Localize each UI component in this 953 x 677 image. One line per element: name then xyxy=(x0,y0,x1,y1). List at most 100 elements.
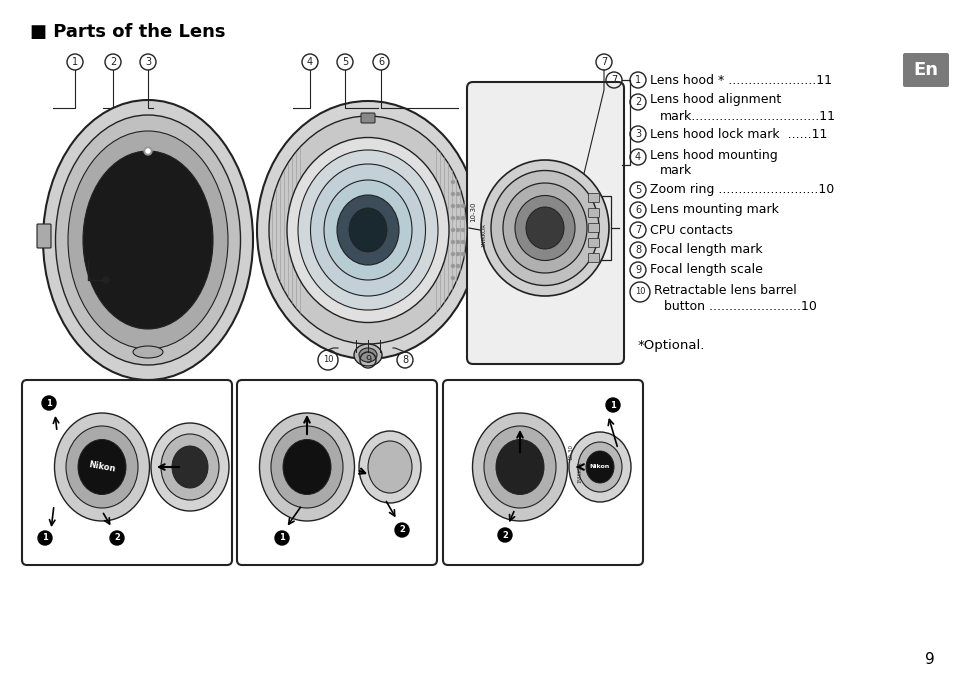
Ellipse shape xyxy=(525,207,563,249)
Circle shape xyxy=(456,192,459,196)
Ellipse shape xyxy=(256,101,478,359)
Text: 4: 4 xyxy=(635,152,640,162)
Text: 1: 1 xyxy=(279,533,285,542)
Ellipse shape xyxy=(55,115,240,365)
Text: 1: 1 xyxy=(71,57,78,67)
Text: Lens mounting mark: Lens mounting mark xyxy=(649,204,778,217)
Text: Focal length scale: Focal length scale xyxy=(649,263,762,276)
Circle shape xyxy=(146,149,150,153)
Text: mark................................11: mark................................11 xyxy=(659,110,835,123)
Text: 2: 2 xyxy=(398,525,404,535)
Ellipse shape xyxy=(502,183,586,273)
Text: CPU contacts: CPU contacts xyxy=(649,223,732,236)
Text: 10-30: 10-30 xyxy=(470,202,476,222)
Text: En: En xyxy=(913,61,938,79)
Text: 6: 6 xyxy=(377,57,384,67)
Ellipse shape xyxy=(271,426,343,508)
Text: Lens hood * ......................11: Lens hood * ......................11 xyxy=(649,74,831,87)
Text: 7: 7 xyxy=(600,57,606,67)
Circle shape xyxy=(456,253,459,255)
Ellipse shape xyxy=(297,150,437,310)
Text: 3: 3 xyxy=(635,129,640,139)
Text: 2: 2 xyxy=(114,533,120,542)
Ellipse shape xyxy=(269,116,467,344)
Ellipse shape xyxy=(132,346,163,358)
Ellipse shape xyxy=(310,164,425,296)
Ellipse shape xyxy=(66,426,138,508)
Text: 5: 5 xyxy=(634,185,640,195)
Ellipse shape xyxy=(83,151,213,329)
Ellipse shape xyxy=(358,431,420,503)
FancyBboxPatch shape xyxy=(588,194,598,202)
Ellipse shape xyxy=(496,439,543,494)
Ellipse shape xyxy=(151,423,229,511)
Ellipse shape xyxy=(578,442,621,492)
Circle shape xyxy=(497,528,512,542)
Ellipse shape xyxy=(54,413,150,521)
Circle shape xyxy=(451,217,454,219)
Ellipse shape xyxy=(368,441,412,493)
Text: 3: 3 xyxy=(145,57,151,67)
Circle shape xyxy=(451,192,454,196)
Circle shape xyxy=(461,217,464,219)
Circle shape xyxy=(451,276,454,280)
Circle shape xyxy=(451,253,454,255)
Circle shape xyxy=(451,265,454,267)
Circle shape xyxy=(605,398,619,412)
FancyBboxPatch shape xyxy=(236,380,436,565)
Circle shape xyxy=(456,204,459,207)
Ellipse shape xyxy=(349,208,387,252)
Circle shape xyxy=(395,523,409,537)
Ellipse shape xyxy=(287,137,449,322)
Text: 6: 6 xyxy=(635,205,640,215)
Text: 1NIKKOR: 1NIKKOR xyxy=(480,223,485,247)
Ellipse shape xyxy=(358,348,376,362)
Text: Retractable lens barrel: Retractable lens barrel xyxy=(654,284,796,297)
Text: button .......................10: button .......................10 xyxy=(663,299,816,313)
FancyBboxPatch shape xyxy=(588,253,598,263)
Text: 5: 5 xyxy=(341,57,348,67)
Text: Zoom ring .........................10: Zoom ring .........................10 xyxy=(649,183,833,196)
Text: 1: 1 xyxy=(46,399,51,408)
Text: mark: mark xyxy=(659,164,692,177)
Ellipse shape xyxy=(259,413,355,521)
Text: 1: 1 xyxy=(42,533,48,542)
Text: 8: 8 xyxy=(635,245,640,255)
Text: 2: 2 xyxy=(110,57,116,67)
Ellipse shape xyxy=(172,446,208,488)
Text: Nikon: Nikon xyxy=(88,460,116,474)
Circle shape xyxy=(451,204,454,207)
Ellipse shape xyxy=(336,195,398,265)
Circle shape xyxy=(456,240,459,244)
Text: 1: 1 xyxy=(635,75,640,85)
Ellipse shape xyxy=(515,196,575,261)
Text: 1NIKKOR: 1NIKKOR xyxy=(577,461,581,483)
Text: 7: 7 xyxy=(634,225,640,235)
Ellipse shape xyxy=(354,344,381,366)
FancyBboxPatch shape xyxy=(37,224,51,248)
Ellipse shape xyxy=(68,131,228,349)
Circle shape xyxy=(274,531,289,545)
Circle shape xyxy=(451,181,454,183)
Ellipse shape xyxy=(585,451,614,483)
FancyBboxPatch shape xyxy=(588,209,598,217)
Text: *Optional.: *Optional. xyxy=(638,338,704,351)
Circle shape xyxy=(103,277,109,283)
Ellipse shape xyxy=(480,160,608,296)
FancyBboxPatch shape xyxy=(588,223,598,232)
Text: 4: 4 xyxy=(307,57,313,67)
FancyBboxPatch shape xyxy=(360,113,375,123)
Text: 2: 2 xyxy=(501,531,507,540)
Text: 2: 2 xyxy=(634,97,640,107)
Ellipse shape xyxy=(568,432,630,502)
Text: Nikon: Nikon xyxy=(589,464,610,470)
Circle shape xyxy=(456,229,459,232)
Text: Lens hood lock mark  ......11: Lens hood lock mark ......11 xyxy=(649,127,826,141)
Circle shape xyxy=(451,229,454,232)
Text: Focal length mark: Focal length mark xyxy=(649,244,761,257)
Text: 7: 7 xyxy=(610,75,617,85)
Ellipse shape xyxy=(483,426,556,508)
Text: ■ Parts of the Lens: ■ Parts of the Lens xyxy=(30,23,225,41)
Circle shape xyxy=(461,240,464,244)
Text: Lens hood mounting: Lens hood mounting xyxy=(649,148,777,162)
